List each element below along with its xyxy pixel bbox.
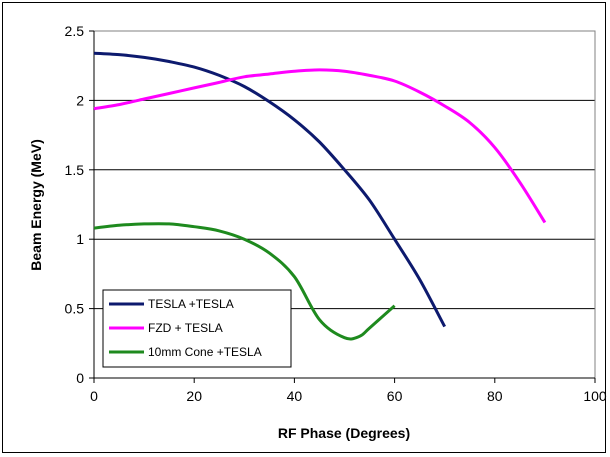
x-tick-label: 60 (387, 388, 403, 404)
x-tick-label: 40 (287, 388, 303, 404)
legend-label-0: TESLA +TESLA (148, 297, 234, 311)
x-axis-ticks: 0 20 40 60 80 100 (90, 31, 607, 404)
y-axis-title: Beam Energy (MeV) (28, 139, 44, 270)
x-tick-label: 100 (583, 388, 607, 404)
x-tick-label: 80 (487, 388, 503, 404)
legend-label-2: 10mm Cone +TESLA (148, 345, 262, 359)
legend-label-1: FZD + TESLA (148, 321, 223, 335)
x-tick-label: 20 (186, 388, 202, 404)
y-axis-ticks: 0 0.5 1 1.5 2 2.5 (65, 23, 94, 386)
series-line-2 (93, 222, 396, 341)
legend: TESLA +TESLA FZD + TESLA 10mm Cone +TESLA (102, 289, 292, 368)
series-line-1 (93, 68, 547, 224)
y-tick-label: 2 (76, 92, 84, 108)
series-line-0 (93, 51, 447, 328)
y-tick-label: 0 (76, 370, 84, 386)
gridlines (94, 99, 595, 310)
y-tick-label: 2.5 (65, 23, 85, 39)
y-tick-label: 1.5 (65, 162, 85, 178)
x-axis-title: RF Phase (Degrees) (278, 425, 410, 441)
series-lines (93, 51, 547, 341)
y-tick-label: 0.5 (65, 301, 85, 317)
y-tick-label: 1 (76, 231, 84, 247)
x-tick-label: 0 (90, 388, 98, 404)
